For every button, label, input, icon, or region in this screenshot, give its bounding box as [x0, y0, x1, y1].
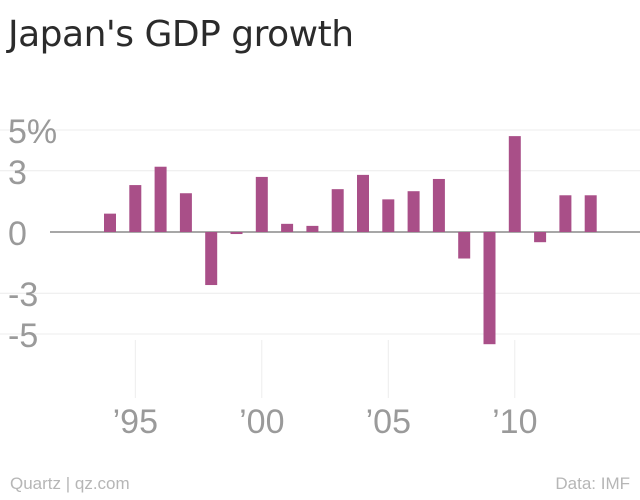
bar-2013: [584, 195, 597, 232]
bars: [104, 136, 597, 345]
bar-2008: [458, 232, 471, 259]
y-axis-labels: 5%3 0 -3-5: [8, 113, 57, 355]
bar-1995: [129, 185, 142, 232]
x-axis-labels: ’95 ’00 ’05 ’10: [113, 403, 538, 441]
bar-2010: [508, 136, 521, 232]
bar-2011: [534, 232, 547, 243]
bar-1994: [104, 213, 116, 232]
bar-1999: [230, 232, 243, 235]
bar-2001: [281, 223, 294, 232]
bar-1996: [154, 166, 167, 232]
bar-2009: [483, 232, 496, 345]
y-tick-label: -5: [8, 317, 38, 355]
chart-title: Japan's GDP growth: [8, 14, 354, 55]
bar-2006: [407, 191, 420, 232]
bar-2004: [357, 174, 369, 232]
bar-2002: [306, 225, 319, 232]
source-credit: Quartz | qz.com: [10, 474, 130, 493]
x-tick-label: ’05: [366, 403, 411, 441]
x-tick-label: ’95: [113, 403, 158, 441]
y-tick-label: 5%: [8, 113, 57, 151]
bar-2003: [331, 189, 344, 232]
data-source: Data: IMF: [555, 474, 630, 493]
x-tick-label: ’10: [492, 403, 537, 441]
bar-2012: [559, 195, 572, 232]
x-tick-label: ’00: [239, 403, 284, 441]
y-tick-label: 3: [8, 154, 27, 192]
bar-1998: [205, 232, 218, 286]
y-tick-label: -3: [8, 276, 38, 314]
bar-2007: [432, 178, 445, 232]
bar-1997: [179, 193, 192, 232]
bar-2000: [255, 176, 268, 232]
gridlines: [0, 129, 640, 398]
bar-2005: [382, 199, 395, 232]
y-tick-label: 0: [8, 215, 27, 253]
